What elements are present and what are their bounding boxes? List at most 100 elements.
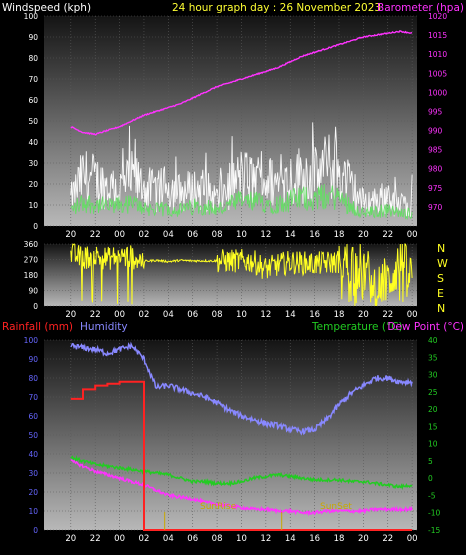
compass-label-2: W [437,257,448,270]
rain-y-tick-label: 10 [28,507,38,516]
rain-x-tick-label: 06 [187,534,198,544]
temperature-y-tick-label: 0 [428,474,433,483]
barometer-y-tick-label: 1010 [428,50,447,59]
rain-x-tick-label: 22 [382,534,393,544]
left-axis-label-humidity: Humidity [80,321,128,333]
rain-y-tick-label: 90 [28,355,38,364]
rain-x-tick-label: 22 [90,534,101,544]
wind-y-tick-label: 60 [28,96,38,105]
temperature-y-tick-label: -10 [428,509,440,518]
sunrise-label: SunRise [200,502,237,512]
temperature-y-tick-label: 30 [428,371,438,380]
barometer-y-tick-label: 1020 [428,12,447,21]
wind-gust-line [70,122,413,218]
rain-x-tick-label: 08 [212,534,223,544]
direction-x-tick-label: 22 [382,310,393,320]
wind-x-tick-label: 04 [163,230,174,240]
right-axis-label-dewpoint: Dew Point (°C) [387,321,464,333]
wind-y-tick-label: 50 [28,117,38,126]
panel-direction-series [70,243,413,307]
rain-y-tick-label: 100 [24,336,39,345]
temperature-y-tick-label: 25 [428,388,438,397]
direction-x-tick-label: 16 [309,310,320,320]
rain-y-tick-label: 60 [28,412,38,421]
direction-x-tick-label: 18 [334,310,345,320]
wind-x-tick-label: 00 [407,230,418,240]
wind-x-tick-label: 02 [139,230,150,240]
barometer-y-tick-label: 980 [428,165,443,174]
temperature-line [70,455,413,491]
rain-x-tick-label: 14 [285,534,296,544]
barometer-y-tick-label: 985 [428,146,443,155]
rain-y-tick-label: 30 [28,469,38,478]
direction-x-tick-label: 20 [358,310,369,320]
direction-y-tick-label: 360 [24,240,39,249]
direction-x-tick-label: 12 [260,310,271,320]
wind-y-tick-label: 10 [28,201,38,210]
wind-y-tick-label: 100 [24,12,39,21]
right-axis-label-temperature: Temperature (°C) [311,321,403,333]
barometer-y-tick-label: 1000 [428,88,447,97]
dewpoint-line [70,459,413,517]
wind-y-tick-label: 20 [28,180,38,189]
wind-y-tick-label: 80 [28,54,38,63]
direction-x-tick-label: 06 [187,310,198,320]
left-axis-label-rainfall: Rainfall (mm) [2,321,73,333]
wind-x-tick-label: 00 [114,230,125,240]
wind-y-tick-label: 0 [33,222,38,231]
direction-x-tick-label: 00 [407,310,418,320]
temperature-y-tick-label: 10 [428,440,438,449]
temperature-y-tick-label: -5 [428,491,436,500]
sunset-label: SunSet [320,502,352,512]
barometer-y-tick-label: 1005 [428,69,447,78]
barometer-y-tick-label: 995 [428,107,443,116]
rain-x-tick-label: 16 [309,534,320,544]
temperature-y-tick-label: 15 [428,422,438,431]
rain-x-tick-label: 12 [260,534,271,544]
rain-y-tick-label: 80 [28,374,38,383]
temperature-y-tick-label: 5 [428,457,433,466]
wind-x-tick-label: 22 [90,230,101,240]
direction-y-tick-label: 180 [24,271,39,280]
chart-title: 24 hour graph day : 26 November 2023 [172,2,381,14]
wind-x-tick-label: 08 [212,230,223,240]
direction-y-tick-label: 270 [24,256,39,265]
wind-x-tick-label: 18 [334,230,345,240]
rain-y-tick-label: 50 [28,431,38,440]
rain-y-tick-label: 0 [33,526,38,535]
temperature-y-tick-label: 35 [428,353,438,362]
direction-x-tick-label: 00 [114,310,125,320]
barometer-y-tick-label: 990 [428,127,443,136]
rain-x-tick-label: 02 [139,534,150,544]
rain-x-tick-label: 04 [163,534,174,544]
rain-x-tick-label: 00 [407,534,418,544]
humidity-line [70,341,413,436]
direction-x-tick-label: 08 [212,310,223,320]
barometer-line [70,30,413,136]
direction-y-tick-label: 90 [28,287,38,296]
rain-x-tick-label: 00 [114,534,125,544]
wind-y-tick-label: 40 [28,138,38,147]
barometer-y-tick-label: 975 [428,184,443,193]
compass-label-3: S [437,272,444,285]
wind-x-tick-label: 12 [260,230,271,240]
temperature-y-tick-label: -15 [428,526,440,535]
barometer-y-tick-label: 1015 [428,31,447,40]
rain-y-tick-label: 70 [28,393,38,402]
rain-x-tick-label: 18 [334,534,345,544]
wind-direction-line [70,243,413,307]
compass-label-1: N [437,242,445,255]
rain-y-tick-label: 20 [28,488,38,497]
rain-y-tick-label: 40 [28,450,38,459]
temperature-y-tick-label: 20 [428,405,438,414]
left-axis-label-wind: Windspeed (kph) [2,2,91,14]
wind-x-tick-label: 16 [309,230,320,240]
direction-x-tick-label: 22 [90,310,101,320]
direction-y-tick-label: 0 [33,302,38,311]
panel-wind-series [70,30,413,221]
wind-x-tick-label: 22 [382,230,393,240]
wind-average-line [70,183,413,221]
compass-label-5: N [437,302,445,315]
wind-x-tick-label: 20 [358,230,369,240]
